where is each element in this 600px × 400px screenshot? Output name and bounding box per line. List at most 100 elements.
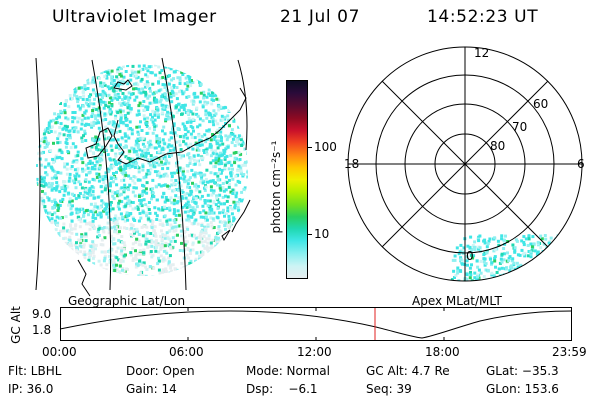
emission-pixel [135,237,139,241]
emission-pixel [146,116,150,120]
emission-pixel [112,121,116,125]
emission-pixel [142,261,146,265]
emission-pixel [86,81,90,85]
emission-pixel [90,185,94,189]
emission-pixel [155,161,159,165]
emission-pixel [491,278,495,281]
emission-pixel [45,127,49,130]
emission-pixel [135,113,139,117]
emission-pixel [529,289,532,292]
emission-pixel [104,186,108,190]
emission-pixel [138,211,142,215]
emission-pixel [541,276,545,280]
emission-pixel [64,215,68,219]
emission-pixel [84,101,88,105]
emission-pixel [120,67,123,71]
emission-pixel [171,236,175,240]
emission-pixel [203,201,207,205]
emission-pixel [196,184,200,188]
emission-pixel [226,209,230,213]
emission-pixel [513,296,516,299]
emission-pixel [510,283,513,286]
color-scale-bar [286,80,308,279]
emission-pixel [87,193,91,196]
emission-pixel [154,241,158,245]
emission-pixel [522,265,526,269]
emission-pixel [241,163,245,167]
emission-pixel [147,161,151,165]
emission-pixel [531,300,534,303]
emission-pixel [102,81,106,85]
emission-pixel [132,150,136,154]
emission-pixel [44,209,48,213]
emission-pixel [82,214,86,217]
emission-pixel [75,247,78,251]
emission-pixel [131,259,135,262]
emission-pixel [509,264,513,268]
emission-pixel [100,158,104,162]
emission-pixel [135,257,139,261]
emission-pixel [88,159,92,163]
emission-pixel [218,186,222,190]
emission-pixel [202,235,206,238]
emission-pixel [537,280,541,281]
emission-pixel [187,217,191,221]
emission-pixel [128,106,132,110]
emission-pixel [205,237,209,241]
emission-pixel [151,195,155,198]
emission-pixel [100,152,103,156]
emission-pixel [223,214,226,218]
emission-pixel [130,160,134,164]
emission-pixel [124,202,128,206]
emission-pixel [155,159,159,163]
emission-pixel [89,202,93,206]
emission-pixel [554,269,558,273]
emission-pixel [153,170,157,174]
emission-pixel [87,162,91,165]
emission-pixel [54,201,57,205]
emission-pixel [129,92,133,96]
emission-pixel [136,137,140,141]
emission-pixel [145,132,149,135]
emission-pixel [179,105,183,109]
emission-pixel [216,240,220,244]
emission-pixel [234,195,238,199]
emission-pixel [120,235,124,238]
emission-pixel [74,177,78,181]
emission-pixel [156,115,160,119]
emission-pixel [168,271,172,275]
emission-pixel [230,163,234,167]
emission-pixel [141,142,145,146]
emission-pixel [130,146,134,150]
emission-pixel [116,70,120,74]
emission-pixel [203,240,207,244]
emission-pixel [140,261,144,265]
emission-pixel [494,248,498,252]
emission-pixel [137,64,141,68]
emission-pixel [173,131,177,135]
filter-status: Flt: LBHL [8,364,62,378]
emission-pixel [108,157,112,161]
emission-pixel [215,194,219,198]
emission-pixel [130,253,133,257]
emission-pixel [103,70,107,73]
emission-pixel [113,217,117,221]
emission-pixel [137,112,141,116]
emission-pixel [504,267,508,271]
emission-pixel [514,284,517,287]
emission-pixel [52,141,55,145]
emission-pixel [75,241,78,245]
emission-pixel [113,242,117,246]
emission-pixel [146,84,150,88]
emission-pixel [191,102,195,106]
emission-pixel [187,234,191,238]
emission-pixel [79,182,82,186]
emission-pixel [216,216,220,220]
emission-pixel [490,273,494,277]
emission-pixel [128,120,132,124]
emission-pixel [547,277,551,281]
emission-pixel [496,290,499,293]
emission-pixel [39,184,43,187]
emission-pixel [205,150,208,154]
emission-pixel [227,178,231,182]
